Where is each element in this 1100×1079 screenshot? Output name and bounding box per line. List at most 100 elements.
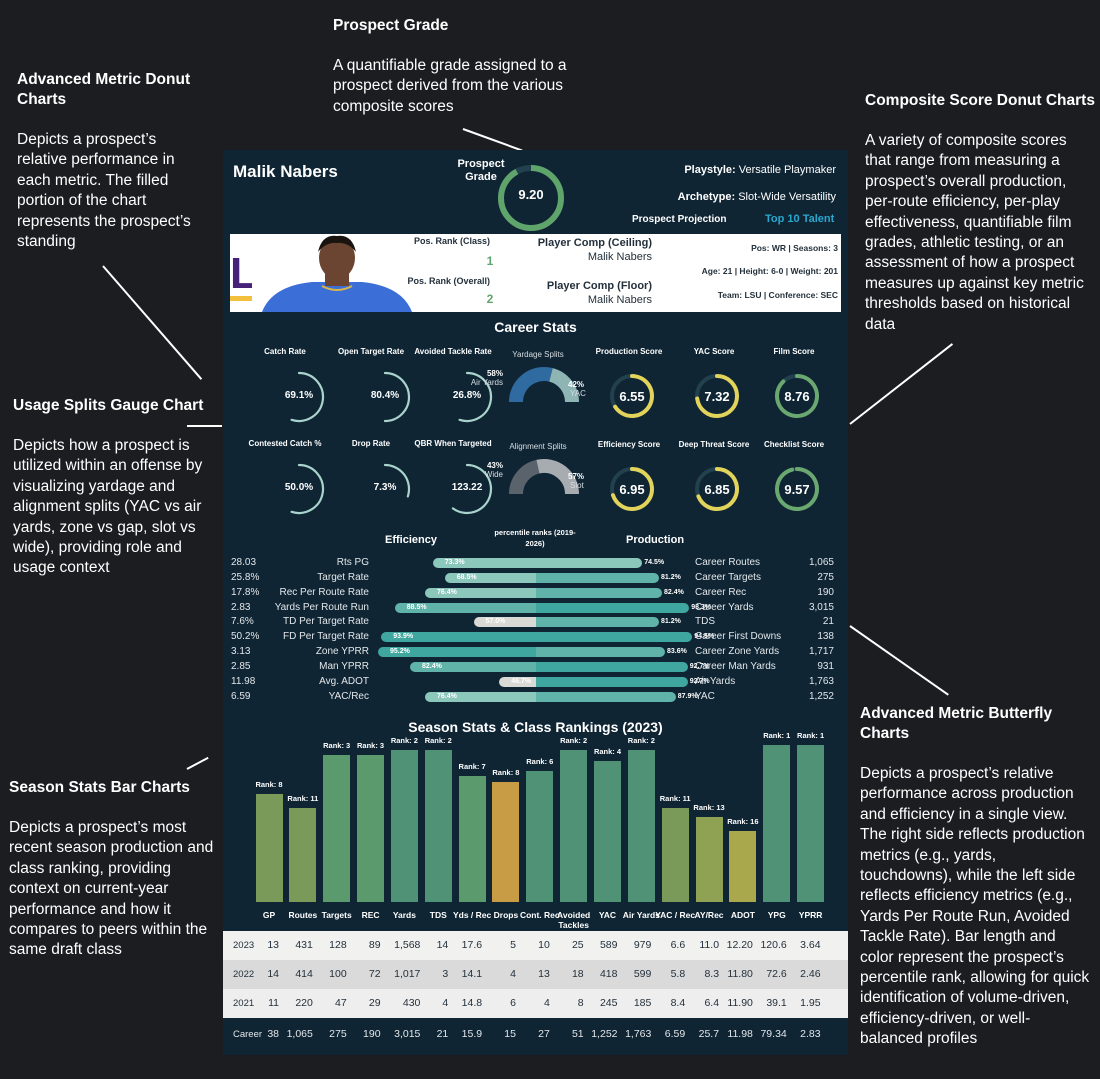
gauge-title: Yardage Splits [512, 350, 564, 359]
gauge-right-label: Slot [570, 481, 584, 490]
table-year: 2021 [233, 998, 255, 1009]
table-cell: 14.1 [461, 968, 483, 980]
annotation-title: Advanced Metric Butterfly Charts [860, 705, 1053, 742]
team-line: Team: LSU | Conference: SEC [717, 290, 838, 300]
table-cell: 79.34 [760, 1028, 787, 1040]
composite-value: 9.57 [784, 482, 810, 497]
donut-fill-arc [290, 371, 325, 423]
season-bar [627, 750, 655, 902]
annotation-text: Depicts a prospect’s relative performanc… [860, 765, 1090, 1048]
butterfly-right-metric: Career Targets [695, 571, 761, 583]
table-row: 2021 11 220 47 29 430 4 14.8 6 4 8 245 185 8.4 6.4 11.9… [223, 989, 848, 1018]
butterfly-right-metric: Career First Downs [695, 631, 782, 643]
comp-floor-value: Malik Nabers [587, 294, 652, 306]
butterfly-left-metric: Zone YPRR [315, 646, 369, 658]
metric-donut-svg [290, 463, 325, 515]
donut-fill-arc [613, 374, 654, 418]
annotation-text: Depicts how a prospect is utilized withi… [13, 437, 203, 577]
table-cell: 2.83 [800, 1028, 821, 1040]
butterfly-right-bar [536, 661, 688, 672]
pos-rank-overall-label: Pos. Rank (Overall) [407, 276, 490, 286]
donut-fill-arc [775, 467, 819, 511]
playstyle: Playstyle: Versatile Playmaker [583, 164, 836, 176]
table-cell: 72.6 [766, 968, 787, 980]
season-rank-label: Rank: 2 [390, 736, 418, 746]
donut-fill-arc [451, 463, 493, 515]
gauge-left-pct: 58% [486, 369, 503, 378]
archetype-value: Slot-Wide Versatility [738, 191, 836, 203]
metric-donut-svg [383, 463, 411, 498]
table-cell: 418 [599, 968, 618, 980]
butterfly-right-value: 1,763 [808, 675, 834, 687]
donut-fill-arc [290, 463, 325, 515]
butterfly-left-metric: Yards Per Route Run [274, 601, 369, 613]
butterfly-left-metric: Man YPRR [319, 660, 369, 672]
butterfly-right-value: 275 [817, 571, 834, 583]
season-bar [424, 750, 452, 902]
season-category-label: ADOT [730, 910, 755, 920]
season-bar [390, 750, 418, 902]
gauge-svg [509, 459, 579, 495]
butterfly-left-pct: 46.7% [511, 677, 532, 685]
table-cell: 414 [295, 968, 313, 980]
butterfly-right-value: 3,015 [808, 601, 834, 613]
butterfly-left-pct: 76.4% [437, 692, 457, 700]
donut-fill-arc [610, 467, 654, 511]
table-cell: 8.4 [670, 997, 686, 1009]
table-cell: 14 [436, 939, 449, 951]
table-cell: 38 [267, 1028, 279, 1040]
table-cell: 11 [268, 997, 279, 1009]
table-cell: 51 [571, 1028, 584, 1040]
composite-donut: 7.32 [692, 371, 742, 421]
pointer-line [849, 343, 954, 425]
table-cell: 120.6 [760, 939, 787, 951]
butterfly-left-pct: 73.3% [444, 559, 465, 566]
prospect-dashboard: Malik Nabers Prospect Grade 9.20 Playsty… [223, 150, 848, 1055]
table-cell: 29 [368, 997, 381, 1009]
table-cell: 6 [510, 997, 516, 1009]
comp-ceiling-value: Malik Nabers [587, 251, 652, 263]
annotation-text: Depicts a prospect’s most recent season … [9, 819, 214, 959]
butterfly-right-bar [536, 602, 690, 613]
butterfly-right-bar [536, 617, 659, 628]
butterfly-left-metric: YAC/Rec [328, 690, 369, 702]
table-cell: 25.7 [698, 1028, 720, 1040]
gauge-left-pct: 43% [486, 461, 503, 470]
projection-value: Top 10 Talent [765, 213, 835, 225]
butterfly-right-bar [536, 632, 693, 643]
season-bar [357, 755, 385, 902]
gauge-svg [509, 367, 579, 403]
table-cell: 89 [368, 939, 381, 951]
comp-ceiling-label: Player Comp (Ceiling) [537, 237, 652, 249]
prospect-grade-label: Prospect Grade [457, 158, 505, 183]
composite-value: 6.95 [619, 482, 645, 497]
butterfly-right-metric: Career Rec [695, 586, 747, 598]
table-cell: 4 [510, 968, 516, 980]
butterfly-left-value: 17.8% [231, 586, 260, 598]
gauge-right-pct: 57% [568, 472, 585, 481]
prospect-grade-value: 9.20 [518, 187, 544, 202]
butterfly-left-pct: 88.5% [406, 603, 427, 611]
butterfly-left-metric: Rec Per Route Rate [279, 586, 370, 598]
season-bar [289, 807, 317, 902]
butterfly-right-bar [536, 587, 662, 598]
composite-label: Production Score [595, 347, 663, 356]
season-bar [729, 831, 757, 902]
butterfly-right-pct: 87.9% [677, 692, 698, 700]
season-category-label: Routes [288, 910, 318, 920]
player-name: Malik Nabers [233, 162, 338, 181]
season-category-label: REC [361, 910, 380, 920]
season-rank-label: Rank: 4 [593, 746, 622, 756]
butterfly-right-bar [536, 691, 676, 702]
butterfly-left-value: 50.2% [231, 631, 260, 643]
butterfly-right-pct: 81.2% [661, 618, 681, 626]
gauge-right-label: YAC [570, 389, 586, 398]
season-rank-label: Rank: 13 [693, 803, 725, 813]
table-cell: 14.8 [461, 997, 483, 1009]
composite-label: Efficiency Score [597, 440, 661, 449]
metric-donut: 69.1% [270, 368, 328, 426]
table-cell: 979 [633, 939, 652, 951]
gauge-left-segment [509, 367, 553, 403]
butterfly-left-title: Efficiency [385, 534, 437, 546]
season-category-label: Drops [493, 910, 519, 920]
